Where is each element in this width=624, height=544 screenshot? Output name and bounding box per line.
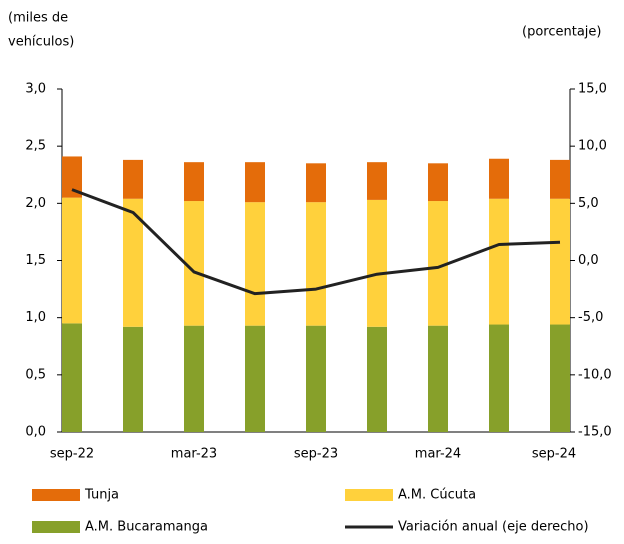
bar-segment <box>184 325 204 432</box>
y-tick-label: 2,5 <box>25 139 46 154</box>
x-tick-label: mar-24 <box>415 447 461 462</box>
y2-tick-label: -15,0 <box>578 425 612 440</box>
bar-segment <box>428 201 448 326</box>
bar-segment <box>62 323 82 432</box>
y2-tick-label: 0,0 <box>578 253 599 268</box>
x-tick-label: sep-23 <box>294 447 338 462</box>
y-tick-label: 1,5 <box>25 253 46 268</box>
y-axis-label: vehículos) <box>8 35 74 50</box>
x-tick-label: sep-22 <box>50 447 94 462</box>
bar-segment <box>489 324 509 432</box>
bar-segment <box>123 159 143 199</box>
y2-tick-label: -5,0 <box>578 310 603 325</box>
bar-segment <box>245 162 265 203</box>
bar-segment <box>367 199 387 327</box>
bar-segment <box>62 197 82 324</box>
y-axis-label: (miles de <box>8 11 68 26</box>
legend-swatch <box>32 489 80 501</box>
y-tick-label: 2,0 <box>25 196 46 211</box>
bar-segment <box>367 162 387 200</box>
bar-segment <box>306 202 326 326</box>
bar-segment <box>428 163 448 202</box>
y-tick-label: 0,5 <box>25 367 46 382</box>
legend-label: Variación anual (eje derecho) <box>398 520 589 535</box>
y2-tick-label: 10,0 <box>578 139 607 154</box>
bar-segment <box>489 198 509 325</box>
bar-segment <box>245 325 265 432</box>
x-tick-label: sep-24 <box>532 447 576 462</box>
bar-segment <box>306 325 326 432</box>
bar-segment <box>184 201 204 326</box>
y2-tick-label: -10,0 <box>578 367 612 382</box>
bar-segment <box>245 202 265 326</box>
x-tick-label: mar-23 <box>171 447 217 462</box>
y2-tick-label: 5,0 <box>578 196 599 211</box>
legend-label: Tunja <box>84 488 119 503</box>
y-tick-label: 3,0 <box>25 82 46 97</box>
y2-axis-label: (porcentaje) <box>522 25 601 40</box>
y-tick-label: 1,0 <box>25 310 46 325</box>
legend-swatch <box>345 489 393 501</box>
bar-segment <box>123 198 143 327</box>
legend-label: A.M. Bucaramanga <box>85 520 208 535</box>
bar-segment <box>550 159 570 199</box>
bar-segment <box>550 324 570 432</box>
bar-segment <box>428 325 448 432</box>
bar-segment <box>184 162 204 202</box>
y2-tick-label: 15,0 <box>578 82 607 97</box>
bar-segment <box>62 156 82 198</box>
bar-segment <box>306 163 326 203</box>
legend-label: A.M. Cúcuta <box>398 488 476 503</box>
bar-segment <box>123 326 143 432</box>
bar-segment <box>489 158 509 199</box>
line-series <box>71 188 561 296</box>
y-tick-label: 0,0 <box>25 425 46 440</box>
bar-segment <box>550 198 570 325</box>
legend-swatch <box>32 521 80 533</box>
bar-segment <box>367 326 387 432</box>
